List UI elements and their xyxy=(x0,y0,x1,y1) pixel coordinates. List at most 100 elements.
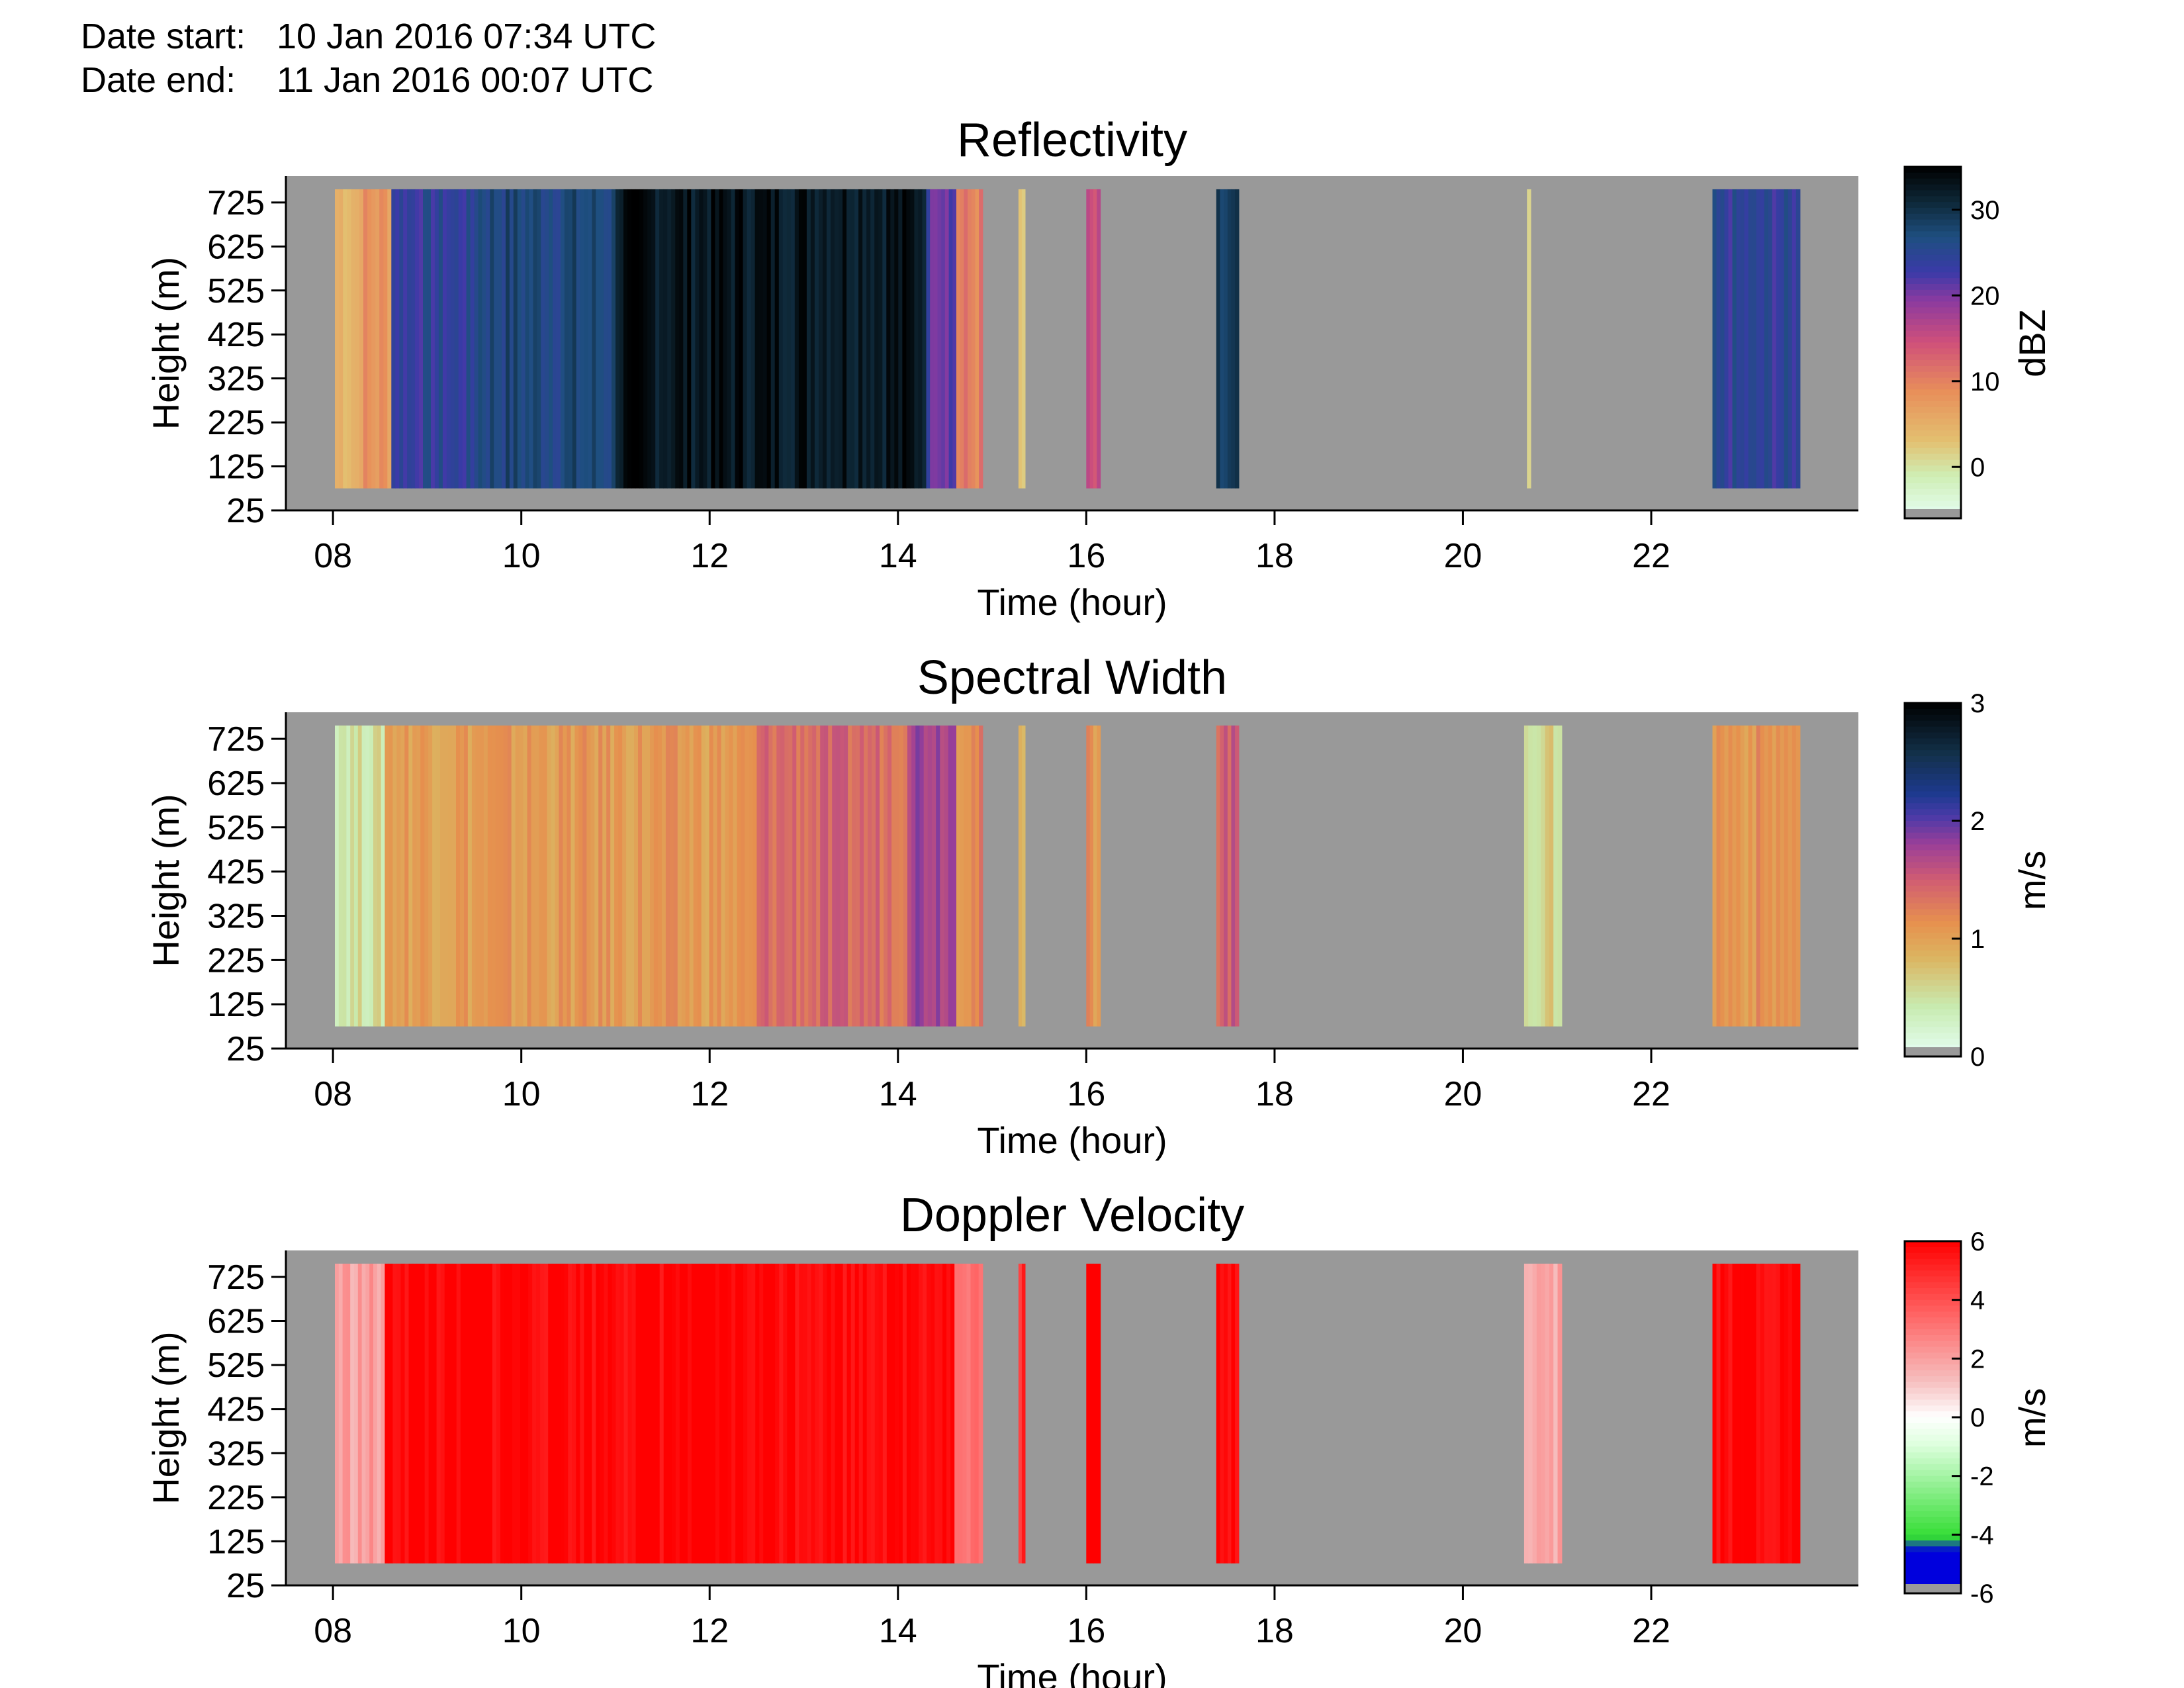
echo-column xyxy=(626,726,631,1027)
echo-column xyxy=(635,1263,641,1564)
echo-column xyxy=(727,189,732,489)
echo-column xyxy=(365,1263,370,1564)
echo-column xyxy=(537,189,541,489)
colorbar-swatch xyxy=(1905,986,1961,992)
echo-column xyxy=(520,1263,525,1564)
echo-column xyxy=(874,189,879,489)
colorbar-tick-label: 0 xyxy=(1970,1403,1985,1432)
echo-column xyxy=(922,189,927,489)
colorbar-swatch xyxy=(1905,336,1961,344)
echo-column xyxy=(338,726,343,1027)
date-start-label: Date start: xyxy=(81,17,246,56)
echo-column xyxy=(600,189,604,489)
colorbar-swatch xyxy=(1905,1015,1961,1022)
echo-column xyxy=(588,1263,592,1564)
echo-column xyxy=(590,726,595,1027)
echo-column xyxy=(846,189,851,489)
colorbar-swatch xyxy=(1905,1440,1961,1448)
echo-column xyxy=(938,1263,943,1564)
echo-column xyxy=(1018,189,1023,489)
colorbar-swatch xyxy=(1905,1352,1961,1360)
echo-column xyxy=(404,726,409,1027)
colorbar-swatch xyxy=(1905,1540,1961,1547)
echo-column xyxy=(584,1263,588,1564)
colorbar-swatch xyxy=(1905,885,1961,892)
echo-column xyxy=(608,189,612,489)
colorbar-swatch xyxy=(1905,1446,1961,1453)
echo-column xyxy=(434,189,439,489)
y-tick-label: 425 xyxy=(207,853,265,892)
echo-column xyxy=(1748,726,1753,1027)
echo-column xyxy=(907,726,912,1027)
echo-column xyxy=(400,726,405,1027)
echo-column xyxy=(1796,726,1801,1027)
echo-column xyxy=(1752,189,1757,489)
colorbar-swatch xyxy=(1905,1458,1961,1465)
echo-column xyxy=(456,1263,461,1564)
echo-column xyxy=(466,189,471,489)
echo-column xyxy=(952,189,957,489)
y-tick-label: 25 xyxy=(226,1567,265,1605)
echo-column xyxy=(964,726,968,1027)
colorbar-swatch xyxy=(1905,354,1961,361)
echo-column xyxy=(952,726,957,1027)
echo-column xyxy=(385,726,389,1027)
echo-column xyxy=(563,726,567,1027)
echo-column xyxy=(381,1263,385,1564)
echo-column xyxy=(956,189,961,489)
echo-column xyxy=(915,1263,919,1564)
echo-column xyxy=(823,1263,828,1564)
colorbar-tick-label: -4 xyxy=(1970,1521,1994,1550)
echo-column xyxy=(500,1263,505,1564)
echo-column xyxy=(551,726,556,1027)
echo-column xyxy=(870,1263,876,1564)
echo-column xyxy=(659,1263,664,1564)
x-axis-label: Time (hour) xyxy=(977,1656,1167,1688)
echo-column xyxy=(839,1263,844,1564)
echo-column xyxy=(619,1263,625,1564)
echo-column xyxy=(1776,726,1781,1027)
y-tick-label: 425 xyxy=(207,1391,265,1429)
echo-column xyxy=(950,1263,955,1564)
echo-column xyxy=(1760,726,1765,1027)
echo-column xyxy=(962,1263,968,1564)
echo-column xyxy=(820,726,825,1027)
x-tick-label: 16 xyxy=(1067,1075,1105,1113)
echo-column xyxy=(647,189,652,489)
echo-column xyxy=(899,726,904,1027)
echo-column xyxy=(842,189,847,489)
echo-column xyxy=(1732,189,1737,489)
colorbar-swatch xyxy=(1905,933,1961,939)
echo-column xyxy=(791,1263,796,1564)
echo-column xyxy=(906,1263,911,1564)
echo-column xyxy=(567,726,571,1027)
colorbar-swatch xyxy=(1905,974,1961,981)
colorbar-swatch xyxy=(1905,921,1961,927)
echo-column xyxy=(1784,1263,1789,1564)
echo-column xyxy=(918,189,923,489)
echo-column xyxy=(1086,726,1091,1027)
x-tick-label: 10 xyxy=(502,1612,541,1650)
echo-column xyxy=(343,189,348,489)
echo-column xyxy=(1772,726,1777,1027)
colorbar-swatch xyxy=(1905,1241,1961,1248)
echo-column xyxy=(1720,726,1725,1027)
echo-column xyxy=(1724,189,1729,489)
colorbar-swatch xyxy=(1905,342,1961,350)
echo-column xyxy=(635,189,640,489)
echo-column xyxy=(651,189,656,489)
echo-column xyxy=(651,1263,657,1564)
y-tick-label: 625 xyxy=(207,765,265,803)
echo-column xyxy=(831,189,835,489)
y-tick-label: 625 xyxy=(207,228,265,266)
echo-column xyxy=(933,189,938,489)
echo-column xyxy=(335,726,340,1027)
echo-column xyxy=(934,1263,939,1564)
colorbar-swatch xyxy=(1905,714,1961,722)
x-tick-label: 20 xyxy=(1444,1075,1482,1113)
echo-column xyxy=(1021,726,1026,1027)
echo-column xyxy=(407,189,412,489)
echo-column xyxy=(351,189,356,489)
echo-column xyxy=(545,189,549,489)
